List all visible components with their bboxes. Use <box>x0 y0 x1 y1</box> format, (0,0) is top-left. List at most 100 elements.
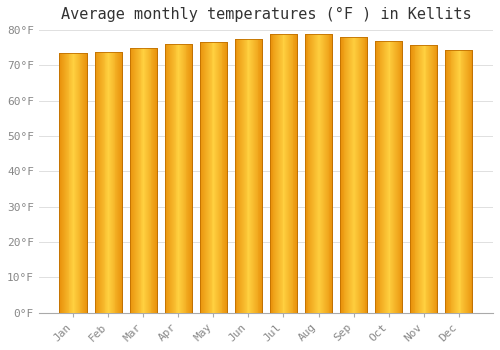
Bar <box>447 50 448 313</box>
Bar <box>130 48 132 313</box>
Bar <box>181 44 182 313</box>
Bar <box>140 48 141 313</box>
Bar <box>82 53 83 313</box>
Bar <box>212 42 214 313</box>
Bar <box>466 50 467 313</box>
Bar <box>154 48 155 313</box>
Bar <box>225 42 226 313</box>
Bar <box>308 34 310 313</box>
Bar <box>278 34 279 313</box>
Title: Average monthly temperatures (°F ) in Kellits: Average monthly temperatures (°F ) in Ke… <box>60 7 471 22</box>
Bar <box>376 41 377 313</box>
Bar <box>217 42 218 313</box>
Bar <box>136 48 137 313</box>
Bar <box>314 34 315 313</box>
Bar <box>316 34 318 313</box>
Bar <box>382 41 383 313</box>
Bar <box>421 44 422 313</box>
Bar <box>446 50 447 313</box>
Bar <box>60 53 87 313</box>
Bar <box>120 52 121 313</box>
Bar <box>86 53 87 313</box>
Bar <box>270 34 297 313</box>
Bar <box>430 44 431 313</box>
Bar <box>80 53 82 313</box>
Bar <box>204 42 205 313</box>
Bar <box>146 48 147 313</box>
Bar <box>288 34 289 313</box>
Bar <box>454 50 455 313</box>
Bar <box>62 53 63 313</box>
Bar <box>60 53 62 313</box>
Bar <box>357 37 358 313</box>
Bar <box>106 52 108 313</box>
Bar <box>200 42 227 313</box>
Bar <box>102 52 104 313</box>
Bar <box>467 50 468 313</box>
Bar <box>94 52 96 313</box>
Bar <box>130 48 157 313</box>
Bar <box>218 42 219 313</box>
Bar <box>456 50 457 313</box>
Bar <box>383 41 384 313</box>
Bar <box>98 52 99 313</box>
Bar <box>190 44 191 313</box>
Bar <box>252 39 253 313</box>
Bar <box>189 44 190 313</box>
Bar <box>445 50 472 313</box>
Bar <box>450 50 452 313</box>
Bar <box>179 44 180 313</box>
Bar <box>398 41 400 313</box>
Bar <box>101 52 102 313</box>
Bar <box>312 34 313 313</box>
Bar <box>143 48 144 313</box>
Bar <box>272 34 274 313</box>
Bar <box>375 41 402 313</box>
Bar <box>147 48 148 313</box>
Bar <box>184 44 186 313</box>
Bar <box>94 52 122 313</box>
Bar <box>220 42 222 313</box>
Bar <box>305 34 306 313</box>
Bar <box>142 48 143 313</box>
Bar <box>219 42 220 313</box>
Bar <box>234 39 262 313</box>
Bar <box>251 39 252 313</box>
Bar <box>305 34 332 313</box>
Bar <box>246 39 248 313</box>
Bar <box>64 53 65 313</box>
Bar <box>420 44 421 313</box>
Bar <box>377 41 378 313</box>
Bar <box>76 53 77 313</box>
Bar <box>274 34 276 313</box>
Bar <box>65 53 66 313</box>
Bar <box>234 39 262 313</box>
Bar <box>150 48 152 313</box>
Bar <box>457 50 458 313</box>
Bar <box>260 39 261 313</box>
Bar <box>245 39 246 313</box>
Bar <box>169 44 170 313</box>
Bar <box>172 44 173 313</box>
Bar <box>63 53 64 313</box>
Bar <box>224 42 225 313</box>
Bar <box>464 50 465 313</box>
Bar <box>340 37 367 313</box>
Bar <box>202 42 203 313</box>
Bar <box>426 44 428 313</box>
Bar <box>346 37 347 313</box>
Bar <box>200 42 202 313</box>
Bar <box>428 44 429 313</box>
Bar <box>270 34 272 313</box>
Bar <box>119 52 120 313</box>
Bar <box>222 42 224 313</box>
Bar <box>411 44 412 313</box>
Bar <box>434 44 436 313</box>
Bar <box>182 44 183 313</box>
Bar <box>419 44 420 313</box>
Bar <box>240 39 241 313</box>
Bar <box>322 34 323 313</box>
Bar <box>418 44 419 313</box>
Bar <box>155 48 156 313</box>
Bar <box>144 48 145 313</box>
